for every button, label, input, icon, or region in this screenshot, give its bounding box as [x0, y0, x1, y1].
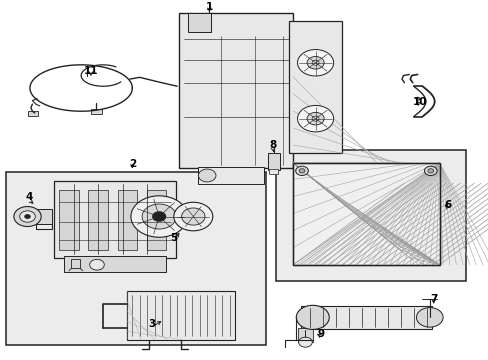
- Bar: [197, 167, 264, 184]
- Circle shape: [152, 212, 165, 221]
- Text: 6: 6: [444, 200, 451, 210]
- Circle shape: [297, 105, 333, 132]
- Circle shape: [311, 116, 318, 121]
- Circle shape: [295, 166, 308, 175]
- Circle shape: [427, 169, 433, 173]
- Bar: [293, 163, 439, 265]
- Text: 9: 9: [317, 329, 325, 339]
- Circle shape: [311, 60, 318, 65]
- Bar: [59, 190, 79, 251]
- Bar: [64, 256, 166, 272]
- Text: 5: 5: [170, 233, 177, 243]
- Bar: [91, 109, 102, 114]
- Bar: [188, 13, 210, 32]
- Text: 3: 3: [148, 319, 155, 329]
- Bar: [27, 111, 38, 116]
- Circle shape: [198, 169, 216, 182]
- Bar: [54, 181, 176, 257]
- Circle shape: [299, 169, 305, 173]
- Bar: [5, 172, 266, 345]
- Bar: [127, 292, 234, 340]
- Circle shape: [424, 166, 436, 175]
- Bar: [288, 21, 342, 153]
- Bar: [118, 190, 137, 251]
- Bar: [298, 328, 312, 342]
- Circle shape: [297, 50, 333, 76]
- Circle shape: [306, 57, 324, 69]
- Text: 2: 2: [128, 159, 136, 169]
- Bar: [269, 170, 278, 174]
- Circle shape: [181, 208, 204, 225]
- Circle shape: [173, 202, 212, 231]
- Text: 7: 7: [429, 294, 436, 303]
- Bar: [147, 190, 166, 251]
- Text: 4: 4: [25, 192, 33, 202]
- Circle shape: [416, 308, 442, 327]
- Bar: [88, 190, 108, 251]
- Bar: [300, 306, 431, 329]
- Text: 1: 1: [205, 2, 213, 12]
- Circle shape: [298, 337, 312, 347]
- Circle shape: [24, 215, 30, 219]
- Bar: [36, 209, 52, 224]
- Circle shape: [131, 196, 187, 237]
- Circle shape: [142, 204, 176, 229]
- Text: 11: 11: [83, 66, 98, 76]
- Bar: [71, 259, 80, 268]
- Bar: [293, 163, 439, 265]
- Text: 8: 8: [268, 140, 276, 150]
- Circle shape: [296, 305, 328, 329]
- Circle shape: [306, 112, 324, 125]
- Bar: [178, 13, 292, 168]
- Circle shape: [89, 259, 104, 270]
- Text: 10: 10: [412, 97, 427, 107]
- Bar: [267, 153, 279, 170]
- Bar: [276, 150, 466, 281]
- Circle shape: [14, 207, 41, 226]
- Circle shape: [20, 211, 35, 222]
